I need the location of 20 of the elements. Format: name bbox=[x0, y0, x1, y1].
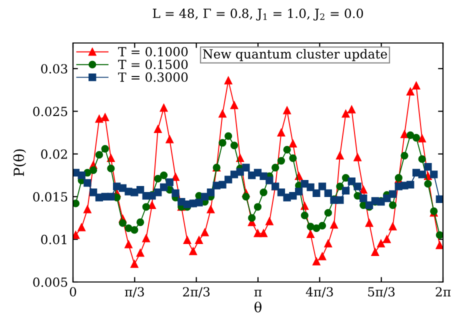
y-tick-label: 0.02 bbox=[41, 149, 67, 159]
y-tick-label: 0.01 bbox=[41, 234, 66, 244]
x-tick-label: 4π/3 bbox=[306, 287, 333, 298]
y-tick-label: 0.015 bbox=[33, 192, 68, 202]
x-tick-label: 0 bbox=[70, 287, 76, 297]
legend-label: T = 0.1500 bbox=[118, 60, 188, 70]
x-tick-label: π bbox=[254, 290, 262, 296]
chart-title: L = 48, Γ = 0.8, J$_{1}$ = 1.0, J$_{2}$ = 0.0 bbox=[152, 8, 363, 20]
x-tick-label: π/3 bbox=[124, 287, 144, 298]
annotation: New quantum cluster update bbox=[203, 48, 387, 62]
x-tick-label: 2π/3 bbox=[183, 287, 210, 298]
y-axis-title: P(θ) bbox=[13, 149, 26, 176]
x-tick-label: 2π bbox=[436, 287, 451, 296]
legend-label: T = 0.1000 bbox=[118, 46, 188, 56]
legend-label: T = 0.3000 bbox=[118, 72, 188, 82]
x-axis-title: θ bbox=[254, 302, 262, 312]
x-tick-label: 5π/3 bbox=[368, 287, 395, 298]
y-tick-label: 0.005 bbox=[33, 277, 68, 287]
y-tick-label: 0.03 bbox=[41, 64, 68, 74]
y-tick-label: 0.025 bbox=[33, 106, 68, 116]
